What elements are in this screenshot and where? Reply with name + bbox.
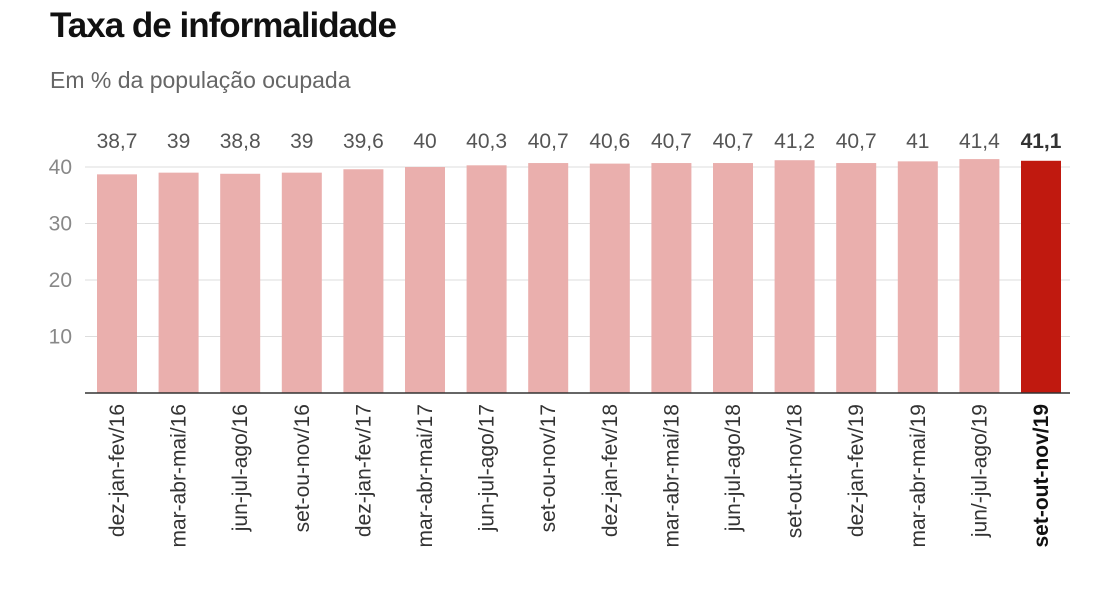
value-label: 40: [413, 130, 436, 153]
bar-8: [528, 163, 569, 393]
value-label: 40,7: [651, 130, 692, 153]
x-axis-labels: dez-jan-fev/16 mar-abr-mai/16 jun-jul-ago/…: [106, 404, 1053, 548]
value-label: 41: [906, 130, 929, 153]
x-tick-label: mar-abr-mai/18: [660, 404, 683, 548]
bar-9: [589, 163, 630, 393]
value-label: 41,1: [1021, 130, 1062, 153]
bar-13: [836, 163, 877, 393]
value-label: 39,6: [343, 130, 384, 153]
x-tick-label: jun-jul-ago/18: [722, 404, 745, 532]
bar-11: [713, 163, 753, 393]
x-tick-label: set-ou-nov/17: [537, 404, 560, 532]
value-label: 39: [167, 130, 190, 153]
x-tick-label: dez-jan-fev/19: [845, 404, 868, 537]
y-tick-label: 40: [49, 156, 72, 179]
chart-title: Taxa de informalidade: [50, 6, 397, 45]
value-label: 41,4: [959, 130, 1000, 153]
x-tick-label: jun-jul-ago/16: [229, 404, 252, 532]
value-label: 38,7: [97, 130, 138, 153]
bars: [97, 159, 1061, 393]
bar-3: [220, 173, 261, 393]
value-label: 41,2: [774, 130, 815, 153]
x-tick-label: mar-abr-mai/17: [414, 404, 437, 548]
x-tick-label: mar-abr-mai/16: [168, 404, 191, 548]
x-tick-label: jun-jul-ago/17: [476, 404, 499, 532]
bar-7: [466, 165, 507, 393]
y-axis-ticks: 10 20 30 40: [49, 156, 72, 349]
value-label: 40,3: [466, 130, 507, 153]
bar-12: [774, 160, 815, 393]
bar-16: [1021, 160, 1061, 393]
value-label: 40,7: [528, 130, 569, 153]
y-tick-label: 10: [49, 326, 72, 349]
y-tick-label: 20: [49, 269, 72, 292]
bar-2: [158, 172, 199, 393]
value-labels: 38,7 39 38,8 39 39,6 40 40,3 40,7 40,6 40,7 40,7 41…: [97, 130, 1062, 153]
y-tick-label: 30: [49, 213, 72, 236]
value-label: 40,7: [836, 130, 877, 153]
x-tick-label: set-out-nov/19: [1030, 404, 1053, 548]
x-tick-label: mar-abr-mai/19: [907, 404, 930, 548]
bar-10: [651, 163, 692, 393]
bar-14: [897, 161, 938, 393]
x-tick-label: set-ou-nov/16: [291, 404, 314, 532]
chart-subtitle: Em % da população ocupada: [50, 67, 351, 93]
x-tick-label: jun/-jul-ago/19: [968, 404, 991, 538]
bar-5: [343, 169, 384, 393]
x-tick-label: dez-jan-fev/17: [352, 404, 375, 537]
value-label: 39: [290, 130, 313, 153]
value-label: 38,8: [220, 130, 261, 153]
x-tick-label: set-out-nov/18: [784, 404, 807, 538]
value-label: 40,7: [713, 130, 754, 153]
x-tick-label: dez-jan-fev/18: [599, 404, 622, 537]
bar-6: [405, 167, 445, 393]
bar-15: [959, 159, 1000, 393]
bar-4: [281, 172, 322, 393]
x-tick-label: dez-jan-fev/16: [106, 404, 129, 537]
value-label: 40,6: [589, 130, 630, 153]
bar-1: [97, 174, 137, 393]
